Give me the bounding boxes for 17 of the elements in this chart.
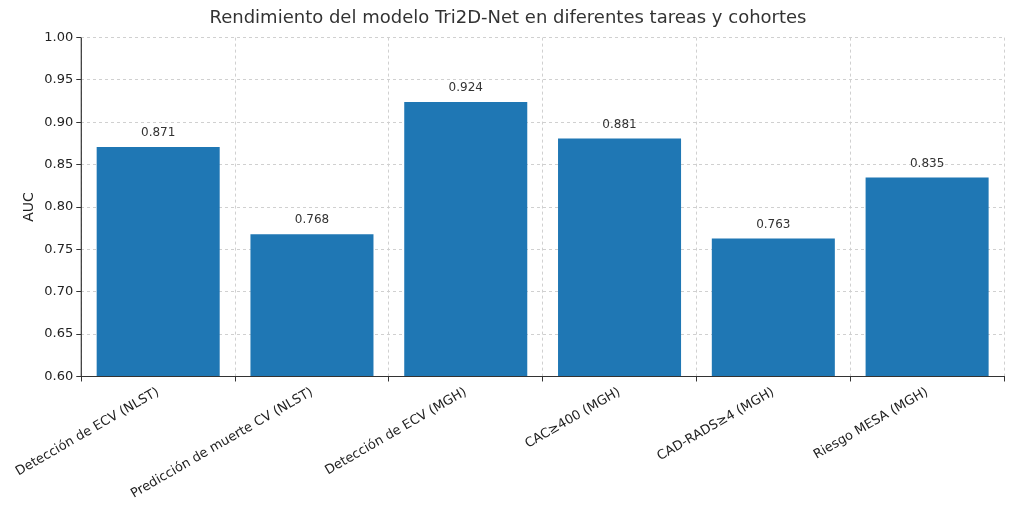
data-label: 0.763 [756,216,791,231]
data-label: 0.881 [602,116,637,131]
data-label: 0.835 [909,155,945,170]
y-tick-label: 0.60 [44,367,74,383]
y-axis-title: AUC [19,192,36,222]
data-label: 0.924 [448,80,483,95]
y-tick-label: 0.75 [44,240,74,256]
y-tick-label: 0.90 [44,113,74,129]
y-tick-label: 1.00 [44,28,74,44]
data-label: 0.871 [141,125,176,140]
y-tick-label: 0.80 [44,198,74,214]
y-tick-label: 0.65 [44,325,74,341]
y-tick-label: 0.95 [44,71,74,87]
y-tick-label: 0.70 [44,283,74,299]
y-tick-label: 0.85 [44,156,74,172]
data-label: 0.768 [294,212,330,227]
chart-title: Rendimiento del modelo Tri2D-Net en diferentes tareas y cohortes [209,6,807,28]
